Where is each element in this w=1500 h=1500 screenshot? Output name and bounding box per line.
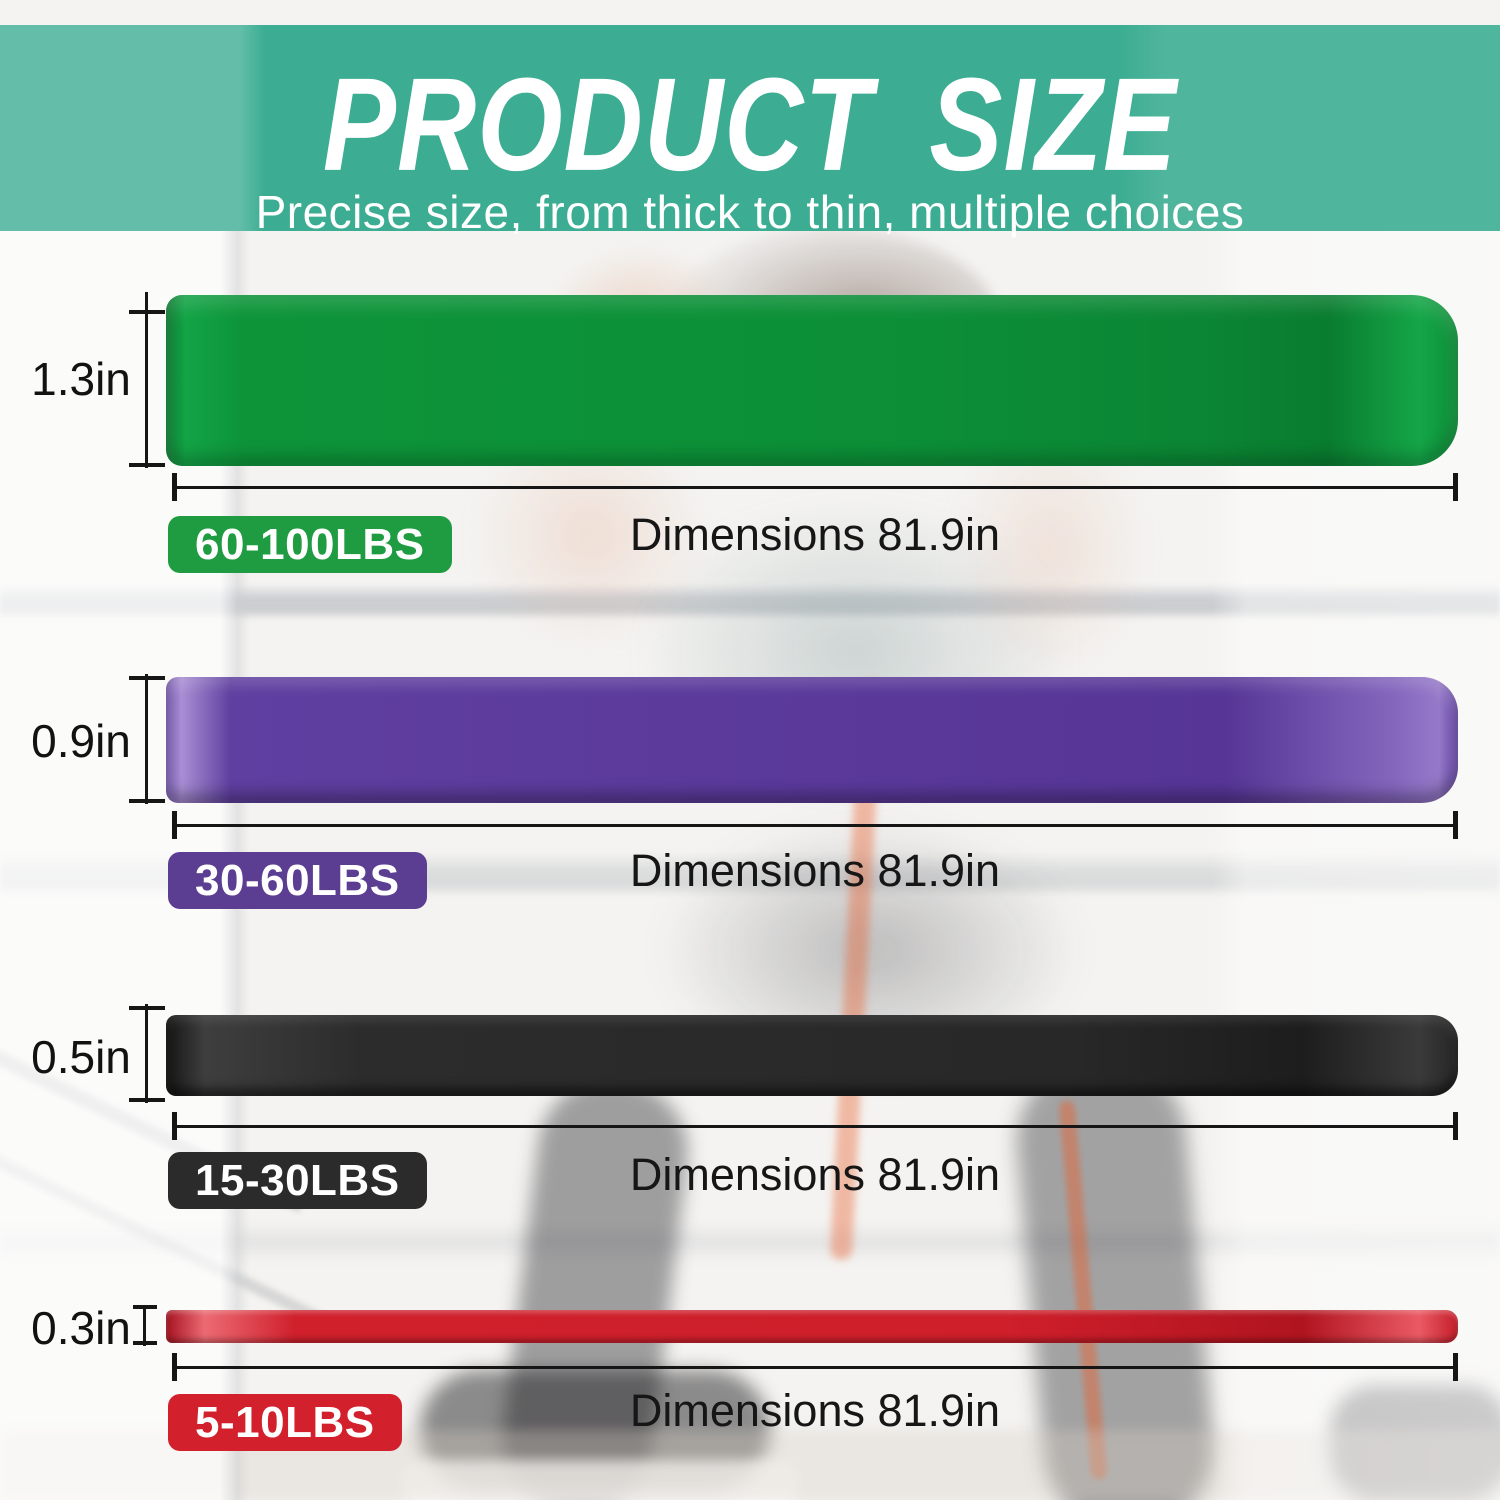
measure-tick-right [1453, 1112, 1458, 1140]
measure-cap-top [129, 1006, 165, 1010]
width-measure-line [172, 473, 1458, 501]
weight-badge: 5-10LBS [168, 1394, 402, 1451]
measure-cap-bottom [133, 1341, 157, 1345]
weight-badge: 15-30LBS [168, 1152, 427, 1209]
measure-vline [143, 1305, 146, 1346]
header-tint [0, 25, 1500, 231]
measure-hline [172, 1125, 1458, 1128]
height-measure-line [133, 1305, 157, 1346]
page-title: PRODUCT SIZE [322, 50, 1178, 199]
measure-vline [145, 674, 148, 804]
dimension-label: Dimensions 81.9in [629, 1149, 1001, 1200]
thickness-label: 0.3in [31, 1302, 131, 1354]
measure-hline [172, 1366, 1458, 1369]
measure-hline [172, 824, 1458, 827]
measure-tick-right [1453, 473, 1458, 501]
page-subtitle: Precise size, from thick to thin, multip… [255, 186, 1245, 238]
resistance-band-purple [166, 677, 1458, 803]
measure-vline [145, 292, 148, 468]
measure-cap-bottom [129, 1098, 165, 1102]
width-measure-line [172, 1353, 1458, 1381]
measure-cap-bottom [129, 463, 165, 467]
height-measure-line [129, 1004, 165, 1103]
measure-tick-right [1453, 1353, 1458, 1381]
measure-cap-top [129, 676, 165, 680]
weight-badge: 60-100LBS [168, 516, 452, 573]
dimension-label: Dimensions 81.9in [629, 1385, 1001, 1436]
thickness-label: 0.9in [31, 715, 131, 767]
resistance-band-black [166, 1015, 1458, 1096]
thickness-label: 1.3in [31, 353, 131, 405]
resistance-band-red [166, 1310, 1458, 1343]
weight-badge: 30-60LBS [168, 852, 427, 909]
width-measure-line [172, 1112, 1458, 1140]
thickness-label: 0.5in [31, 1031, 131, 1083]
measure-vline [145, 1004, 148, 1103]
measure-cap-top [129, 310, 165, 314]
header-banner: PRODUCT SIZE Precise size, from thick to… [0, 25, 1500, 238]
resistance-band-green [166, 295, 1458, 466]
dimension-label: Dimensions 81.9in [629, 845, 1001, 896]
measure-cap-bottom [129, 799, 165, 803]
measure-tick-right [1453, 811, 1458, 839]
measure-cap-top [133, 1305, 157, 1309]
measure-hline [172, 486, 1458, 489]
dimension-label: Dimensions 81.9in [629, 509, 1001, 560]
background-figure-shoe-sole [400, 1460, 800, 1500]
height-measure-line [129, 674, 165, 804]
width-measure-line [172, 811, 1458, 839]
height-measure-line [129, 292, 165, 468]
